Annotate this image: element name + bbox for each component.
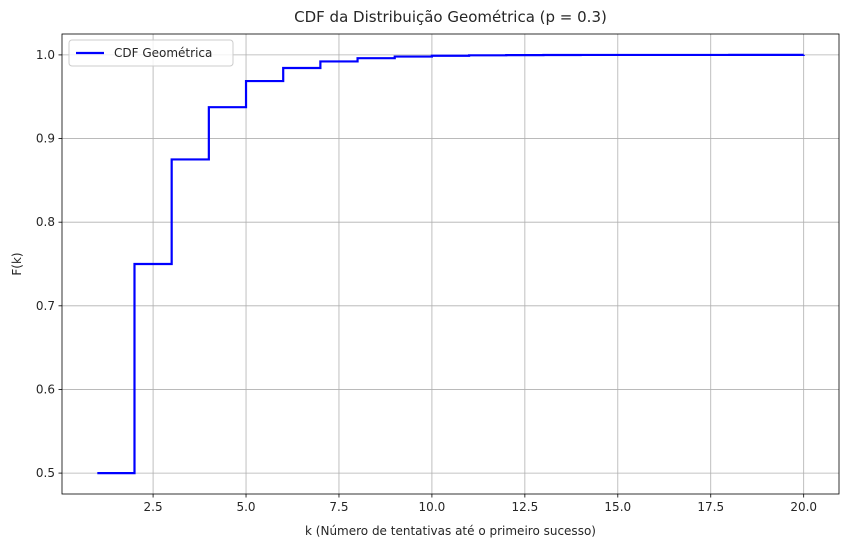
y-tick-label: 0.8 xyxy=(36,215,55,229)
chart-title: CDF da Distribuição Geométrica (p = 0.3) xyxy=(294,8,607,26)
x-axis-label: k (Número de tentativas até o primeiro s… xyxy=(305,524,596,538)
legend-label: CDF Geométrica xyxy=(114,46,212,60)
x-tick-label: 15.0 xyxy=(604,500,631,514)
y-tick-label: 1.0 xyxy=(36,48,55,62)
x-tick-label: 17.5 xyxy=(697,500,724,514)
legend-box xyxy=(68,39,234,67)
series-group xyxy=(97,53,805,475)
legend: CDF Geométrica xyxy=(68,39,234,67)
y-axis-label: F(k) xyxy=(10,252,24,275)
x-tick-label: 7.5 xyxy=(329,500,348,514)
y-tick-label: 0.7 xyxy=(36,299,55,313)
y-axis: 0.5 0.6 0.7 0.8 0.9 1.0 xyxy=(36,48,62,480)
x-tick-label: 10.0 xyxy=(419,500,446,514)
series-line xyxy=(97,53,805,475)
x-tick-label: 2.5 xyxy=(144,500,163,514)
x-tick-label: 5.0 xyxy=(236,500,255,514)
plot-frame xyxy=(61,33,840,495)
x-tick-label: 12.5 xyxy=(511,500,538,514)
x-axis: 2.5 5.0 7.5 10.0 12.5 15.0 17.5 20.0 xyxy=(144,494,817,514)
y-tick-label: 0.5 xyxy=(36,466,55,480)
y-tick-label: 0.9 xyxy=(36,132,55,146)
y-tick-label: 0.6 xyxy=(36,382,55,396)
x-tick-label: 20.0 xyxy=(790,500,817,514)
